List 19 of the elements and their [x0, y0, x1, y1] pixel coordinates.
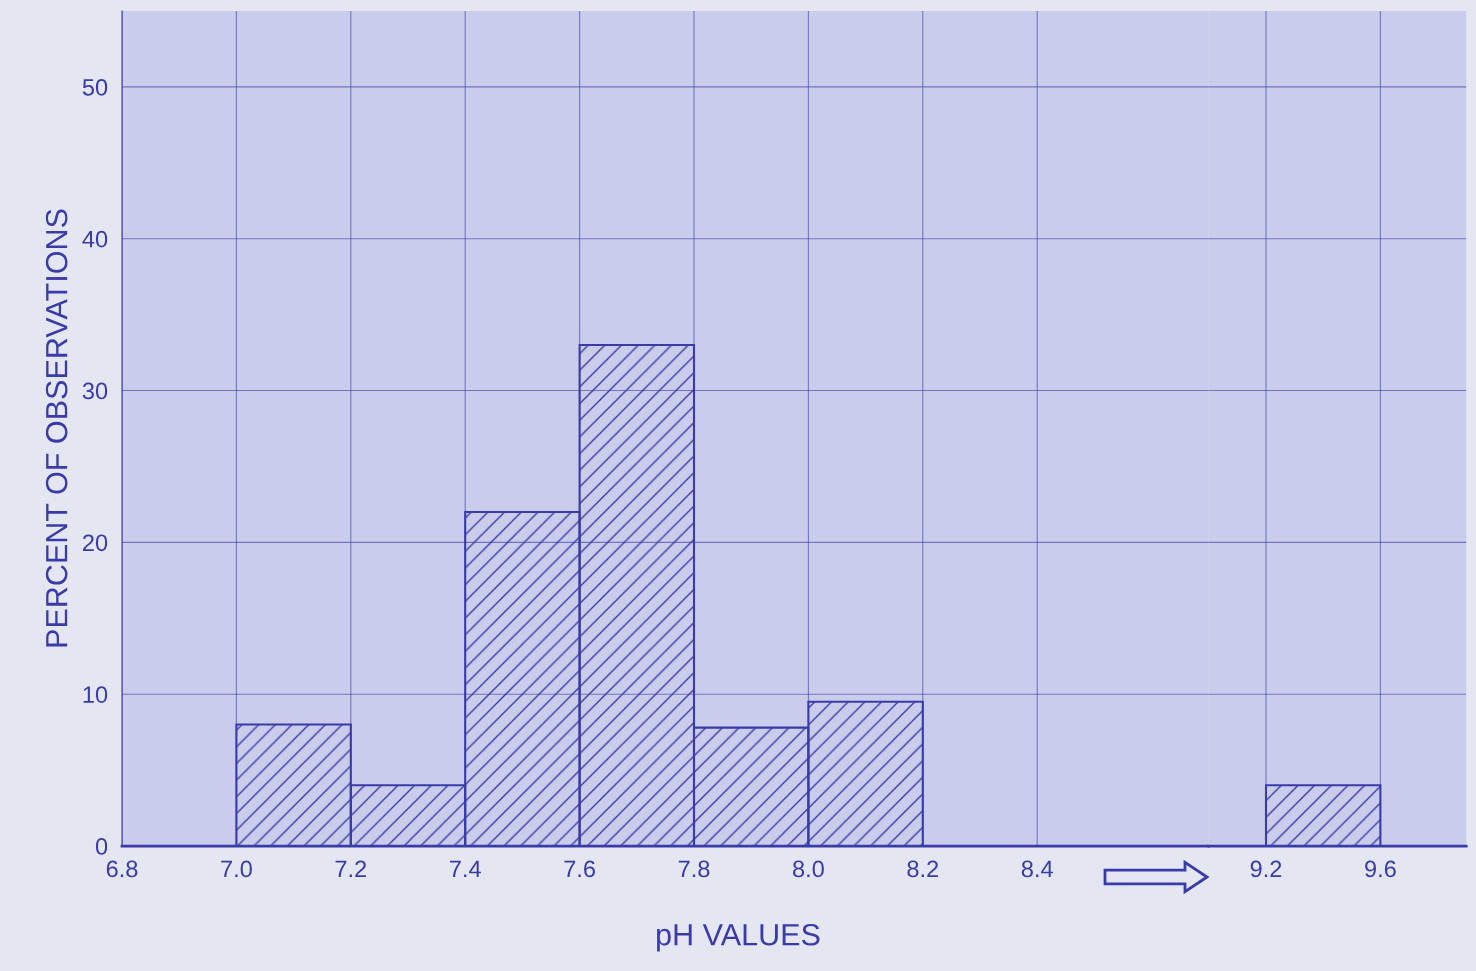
x-tick-label: 8.4 [1021, 860, 1053, 878]
x-axis-title: pH VALUES [657, 923, 820, 952]
x-tick-label: 9.6 [1365, 860, 1396, 878]
x-tick-label: 7.4 [450, 860, 481, 878]
y-tick-label: 50 [82, 78, 108, 96]
y-tick-label: 30 [82, 382, 108, 400]
x-tick-label: 7.8 [678, 860, 710, 878]
y-axis-title: PERCENT OF OBSERVATIONS [45, 209, 68, 647]
y-tick-label: 0 [95, 838, 108, 855]
x-tick-label: 6.8 [106, 860, 138, 878]
y-tick-label: 10 [83, 686, 108, 703]
y-tick-label: 40 [82, 230, 108, 248]
x-tick-label: 7.0 [221, 860, 252, 878]
x-tick-label: 8.2 [907, 860, 939, 878]
x-tick-label: 8.0 [793, 860, 824, 878]
x-tick-label: 7.2 [335, 860, 367, 878]
x-tick-label: 9.2 [1250, 860, 1282, 878]
y-tick-label: 20 [83, 534, 108, 552]
x-tick-label: 7.6 [564, 860, 595, 878]
